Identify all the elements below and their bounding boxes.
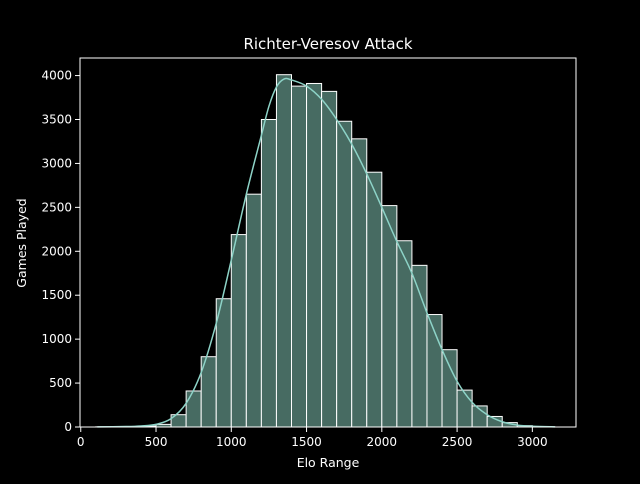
y-tick-label: 1000 <box>41 332 72 346</box>
chart-title: Richter-Veresov Attack <box>243 35 412 53</box>
y-tick-label: 0 <box>64 420 72 434</box>
x-tick-label: 1000 <box>216 435 247 449</box>
x-tick-label: 2000 <box>367 435 398 449</box>
histogram-bar <box>367 172 382 427</box>
histogram-bar <box>442 350 457 427</box>
histogram-bar <box>291 86 306 427</box>
y-tick-label: 2500 <box>41 200 72 214</box>
histogram-bar <box>186 391 201 427</box>
histogram-bar <box>457 390 472 427</box>
histogram-bar <box>322 91 337 427</box>
histogram-bar <box>216 299 231 427</box>
histogram-bar <box>352 139 367 427</box>
y-axis-label: Games Played <box>14 198 29 287</box>
x-tick-label: 0 <box>77 435 85 449</box>
x-axis-label: Elo Range <box>297 455 360 470</box>
x-tick-label: 1500 <box>291 435 322 449</box>
y-tick-label: 4000 <box>41 69 72 83</box>
histogram-bar <box>261 120 276 428</box>
y-tick-label: 3000 <box>41 156 72 170</box>
histogram-bar <box>246 194 261 427</box>
histogram-bar <box>276 75 291 427</box>
x-tick-label: 3000 <box>517 435 548 449</box>
y-tick-label: 2000 <box>41 244 72 258</box>
x-tick-label: 500 <box>145 435 168 449</box>
histogram-bar <box>307 83 322 427</box>
histogram-bar <box>337 121 352 427</box>
histogram-bar <box>382 206 397 427</box>
y-tick-label: 3500 <box>41 113 72 127</box>
y-tick-label: 1500 <box>41 288 72 302</box>
x-tick-label: 2500 <box>442 435 473 449</box>
y-tick-label: 500 <box>49 376 72 390</box>
histogram-bar <box>231 235 246 427</box>
histogram-bar <box>412 265 427 427</box>
